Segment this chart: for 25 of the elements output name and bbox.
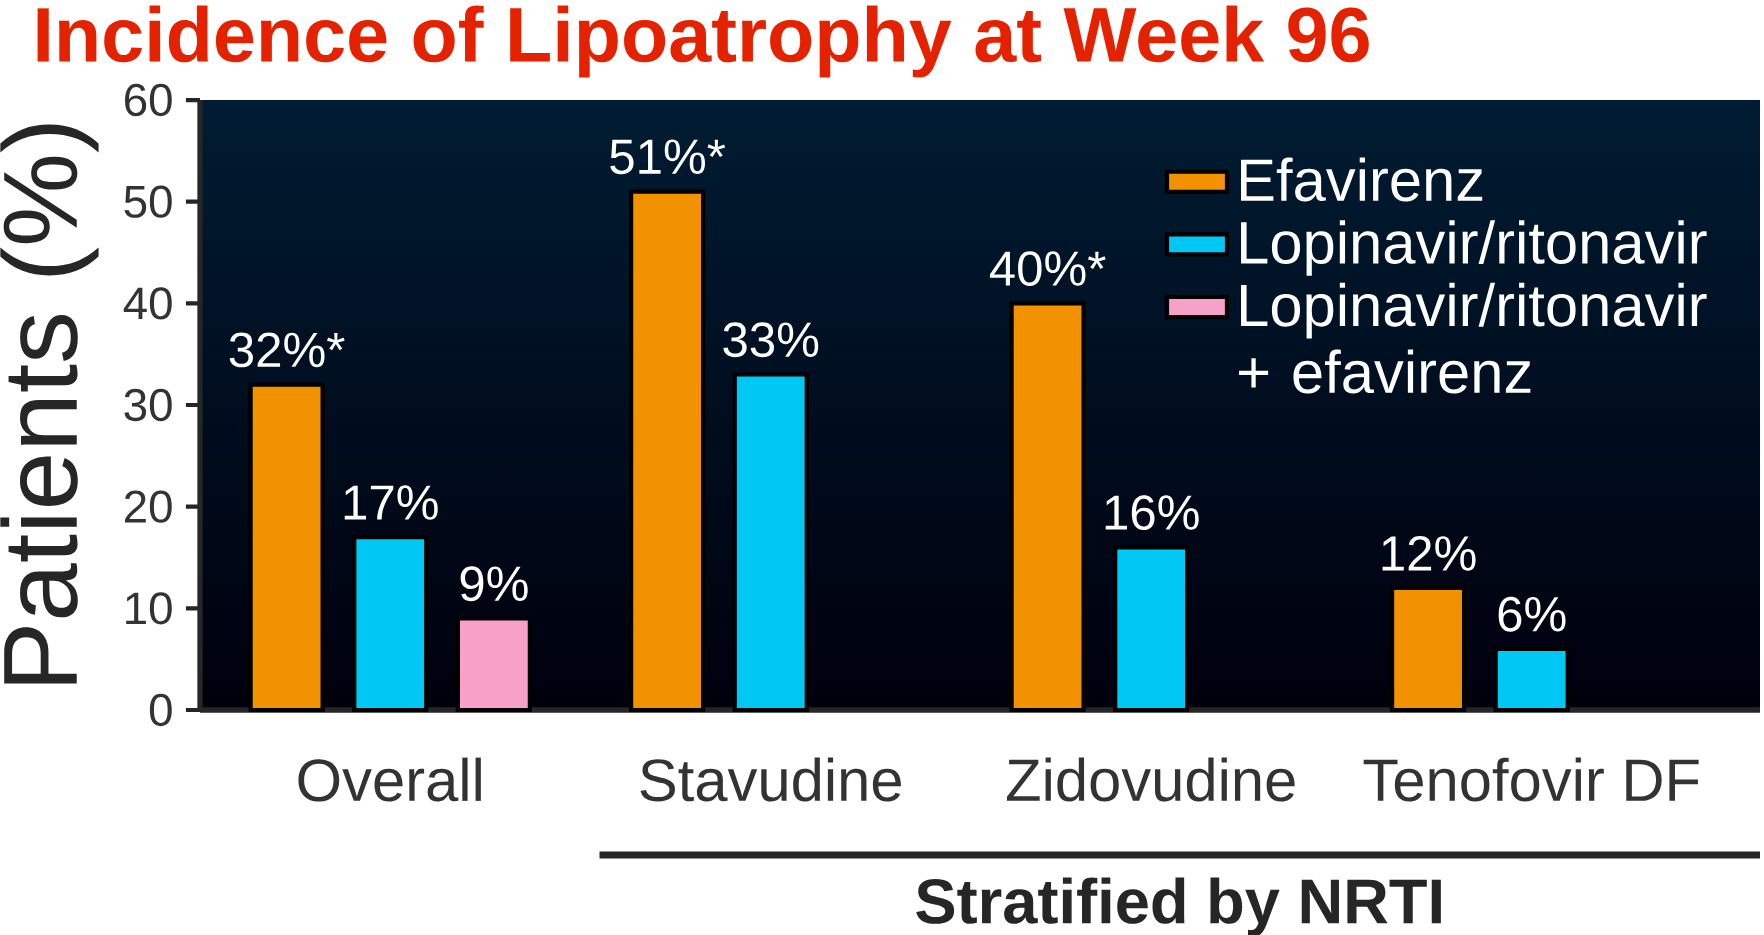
data-label: 32%*	[229, 332, 345, 368]
y-tick-label: 0	[149, 693, 172, 727]
x-tick-label: Tenofovir DF	[1363, 757, 1699, 802]
data-label: 33%	[723, 322, 819, 358]
y-tick-label: 20	[125, 490, 172, 523]
data-label: 17%	[344, 485, 438, 520]
y-tick-label: 40	[123, 287, 172, 320]
y-tick-label: 30	[124, 388, 172, 422]
y-tick-label: 10	[126, 592, 172, 625]
x-tick-label: Stavudine	[640, 757, 901, 802]
data-label: 6%	[1498, 596, 1566, 632]
legend-label: Lopinavir/ritonavir + efavirenz	[1239, 282, 1707, 394]
data-label: 9%	[460, 566, 528, 602]
x-tick-label: Overall	[298, 757, 481, 802]
data-label: 51%*	[610, 139, 726, 175]
legend-label: Lopinavir/ritonavir	[1241, 220, 1707, 276]
y-tick-label: 60	[125, 83, 172, 117]
chart-title: Incidence of Lipoatrophy at Week 96	[37, 5, 1369, 78]
y-tick-label: 50	[124, 185, 172, 218]
x-tick-label: Zidovudine	[1006, 757, 1295, 802]
y-axis-title: Patients (%)	[0, 124, 99, 684]
legend-label: Efavirenz	[1241, 157, 1483, 202]
data-label: 16%	[1105, 495, 1199, 531]
data-label: 40%*	[989, 251, 1106, 287]
data-label: 12%	[1382, 535, 1476, 571]
